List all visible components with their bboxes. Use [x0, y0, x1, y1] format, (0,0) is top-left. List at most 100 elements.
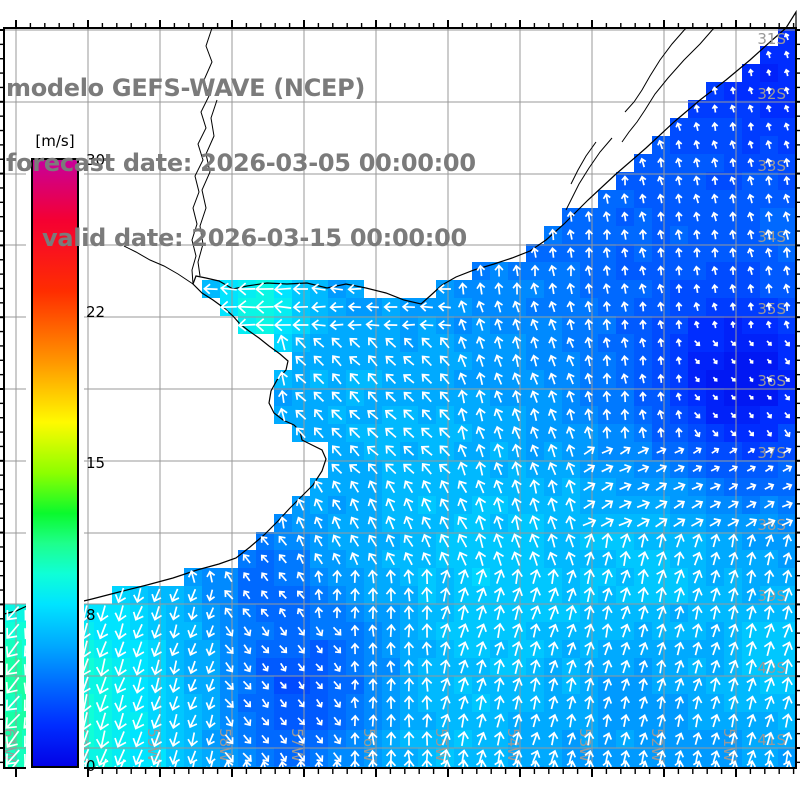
wind-arrow: [297, 699, 305, 708]
wind-arrow: [584, 731, 595, 746]
wind-arrow: [618, 517, 633, 528]
wind-arrow: [583, 481, 596, 491]
wind-arrow: [765, 302, 772, 311]
wind-arrow: [675, 247, 683, 258]
wind-arrow: [494, 264, 504, 277]
wind-arrow: [783, 447, 792, 454]
wind-arrow: [747, 283, 755, 293]
wind-arrow: [728, 465, 738, 472]
wind-arrow: [765, 265, 773, 276]
wind-arrow: [297, 644, 306, 654]
wind-arrow: [675, 157, 683, 168]
wind-arrow: [385, 427, 397, 438]
wind-arrow: [548, 623, 559, 638]
wind-arrow: [529, 479, 541, 494]
wind-arrow: [548, 641, 559, 656]
wind-arrow: [584, 533, 595, 548]
wind-arrow: [114, 677, 127, 694]
wind-arrow: [747, 229, 755, 240]
wind-arrow: [783, 193, 791, 204]
wind-arrow: [784, 376, 790, 383]
wind-arrow: [187, 714, 198, 729]
wind-arrow: [311, 301, 326, 313]
wind-arrow: [766, 358, 772, 364]
wind-arrow: [295, 355, 307, 366]
wind-arrow: [692, 677, 703, 692]
wind-arrow: [747, 122, 755, 131]
wind-arrow: [728, 749, 739, 763]
river-lagoon-line: [565, 137, 613, 211]
wind-arrow: [439, 355, 450, 367]
wind-arrow: [656, 714, 667, 727]
wind-arrow: [691, 482, 704, 491]
wind-arrow: [511, 479, 522, 494]
wind-arrow: [476, 623, 487, 638]
wind-arrow: [655, 517, 668, 528]
wind-arrow: [530, 605, 541, 620]
wind-arrow: [403, 587, 414, 602]
wind-arrow: [728, 551, 739, 566]
colorbar-tick-label: 0: [86, 757, 96, 775]
wind-arrow: [747, 157, 755, 167]
wind-arrow: [261, 680, 270, 690]
wind-arrow: [439, 409, 451, 421]
wind-arrow: [566, 247, 575, 258]
wind-arrow: [260, 554, 269, 564]
wind-arrow: [475, 568, 488, 585]
lat-label: 41S: [757, 731, 786, 749]
wind-arrow: [150, 713, 162, 729]
wind-arrow: [403, 677, 415, 692]
wind-arrow: [566, 354, 575, 367]
wind-arrow: [493, 677, 505, 692]
wind-arrow: [784, 429, 791, 438]
wind-arrow: [547, 462, 558, 476]
wind-arrow: [745, 658, 757, 675]
wind-arrow: [620, 301, 629, 312]
wind-arrow: [675, 356, 682, 365]
wind-arrow: [745, 622, 757, 639]
wind-arrow: [314, 553, 324, 565]
lon-label: 51W: [720, 728, 738, 762]
wind-arrow: [764, 731, 775, 746]
wind-arrow: [315, 734, 323, 744]
wind-arrow: [114, 731, 127, 748]
wind-arrow: [313, 391, 325, 403]
wind-arrow: [367, 552, 378, 565]
wind-arrow: [475, 354, 486, 367]
wind-arrow: [421, 552, 431, 566]
wind-arrow: [333, 645, 342, 654]
wind-arrow: [675, 265, 683, 276]
wind-arrow: [765, 175, 773, 186]
wind-arrow: [511, 641, 523, 656]
wind-arrow: [243, 734, 252, 744]
wind-arrow: [219, 300, 237, 314]
wind-arrow: [421, 713, 433, 728]
wind-arrow: [620, 193, 629, 204]
wind-arrow: [347, 283, 362, 295]
wind-arrow: [349, 390, 360, 403]
wind-arrow: [693, 320, 700, 329]
wind-arrow: [457, 372, 467, 385]
wind-arrow: [403, 534, 414, 547]
wind-arrow: [367, 480, 377, 494]
wind-arrow: [421, 623, 433, 638]
wind-arrow: [620, 426, 630, 439]
wind-arrow: [349, 427, 361, 439]
wind-arrow: [314, 606, 324, 619]
wind-arrow: [619, 463, 632, 474]
wind-arrow: [746, 677, 757, 692]
wind-arrow: [639, 319, 647, 330]
wind-arrow: [512, 300, 521, 313]
wind-arrow: [729, 86, 736, 95]
wind-arrow: [224, 590, 234, 600]
wind-arrow: [764, 623, 775, 638]
wind-arrow: [295, 392, 307, 402]
wind-arrow: [295, 427, 306, 439]
wind-arrow: [601, 446, 614, 455]
wind-arrow: [729, 283, 737, 293]
wind-arrow: [458, 318, 467, 331]
wind-arrow: [711, 140, 718, 149]
wind-arrow: [781, 658, 793, 675]
wind-arrow: [709, 677, 721, 692]
wind-arrow: [5, 749, 20, 765]
